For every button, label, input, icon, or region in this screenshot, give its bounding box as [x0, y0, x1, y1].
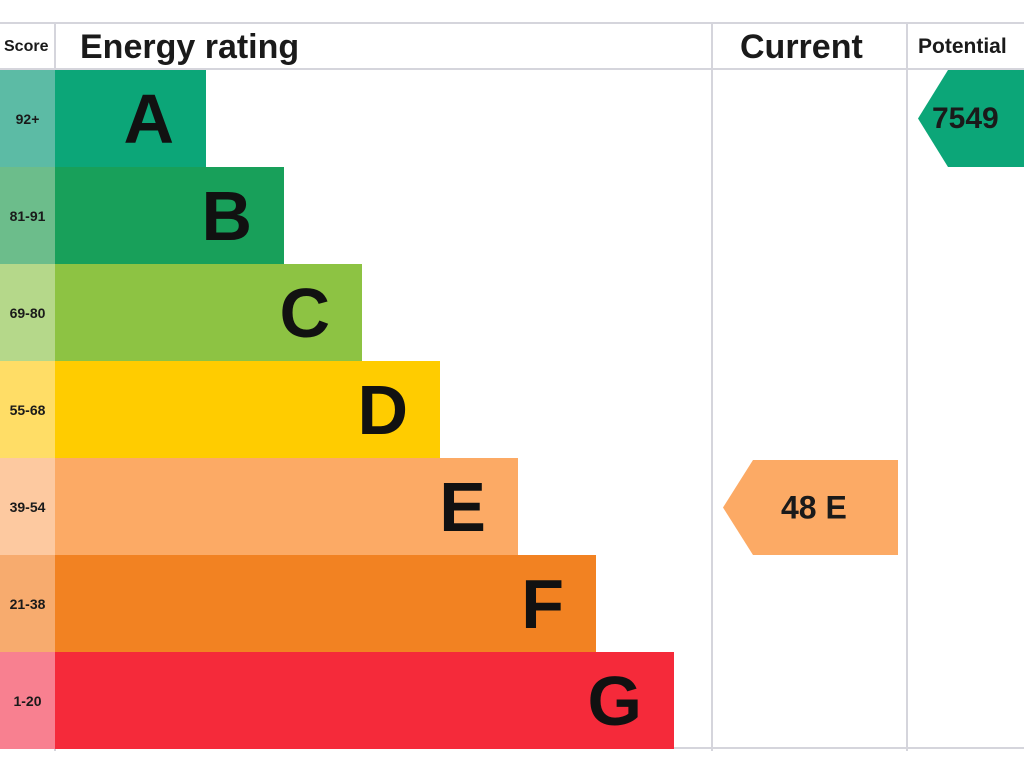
rating-letter: A [123, 79, 174, 158]
rating-bar-c: C [55, 264, 362, 361]
header-potential: Potential [918, 35, 1007, 58]
column-divider [906, 22, 908, 751]
score-range-label: 81-91 [9, 207, 46, 224]
score-range-label: 92+ [15, 110, 40, 127]
score-range-label: 69-80 [9, 304, 46, 321]
score-range-a: 92+ [0, 70, 55, 167]
header-current: Current [740, 28, 863, 66]
score-range-c: 69-80 [0, 264, 55, 361]
score-range-label: 55-68 [9, 401, 46, 418]
rating-bar-g: G [55, 652, 674, 749]
rating-bar-e: E [55, 458, 518, 555]
rating-letter: F [521, 564, 564, 643]
score-range-e: 39-54 [0, 458, 55, 555]
rating-letter: G [587, 661, 642, 740]
potential-rating-label: 7549 [932, 101, 999, 135]
header-score: Score [4, 38, 49, 55]
current-rating-label: 48 E [781, 489, 847, 525]
rating-bar-a: A [55, 70, 206, 167]
rating-bar-d: D [55, 361, 440, 458]
rating-letter: D [357, 370, 408, 449]
rating-bar-f: F [55, 555, 596, 652]
current-rating-arrow: 48 E [723, 460, 898, 555]
column-divider [711, 22, 713, 751]
rating-letter: C [279, 273, 330, 352]
header-divider [0, 68, 1024, 70]
rating-letter: B [201, 176, 252, 255]
rating-letter: E [439, 467, 486, 546]
score-range-label: 39-54 [9, 498, 46, 515]
score-range-d: 55-68 [0, 361, 55, 458]
rating-bar-b: B [55, 167, 284, 264]
header-energy-rating: Energy rating [80, 28, 300, 66]
score-range-f: 21-38 [0, 555, 55, 652]
score-range-label: 1-20 [13, 692, 42, 709]
score-range-b: 81-91 [0, 167, 55, 264]
score-range-label: 21-38 [9, 595, 46, 612]
score-range-g: 1-20 [0, 652, 55, 749]
